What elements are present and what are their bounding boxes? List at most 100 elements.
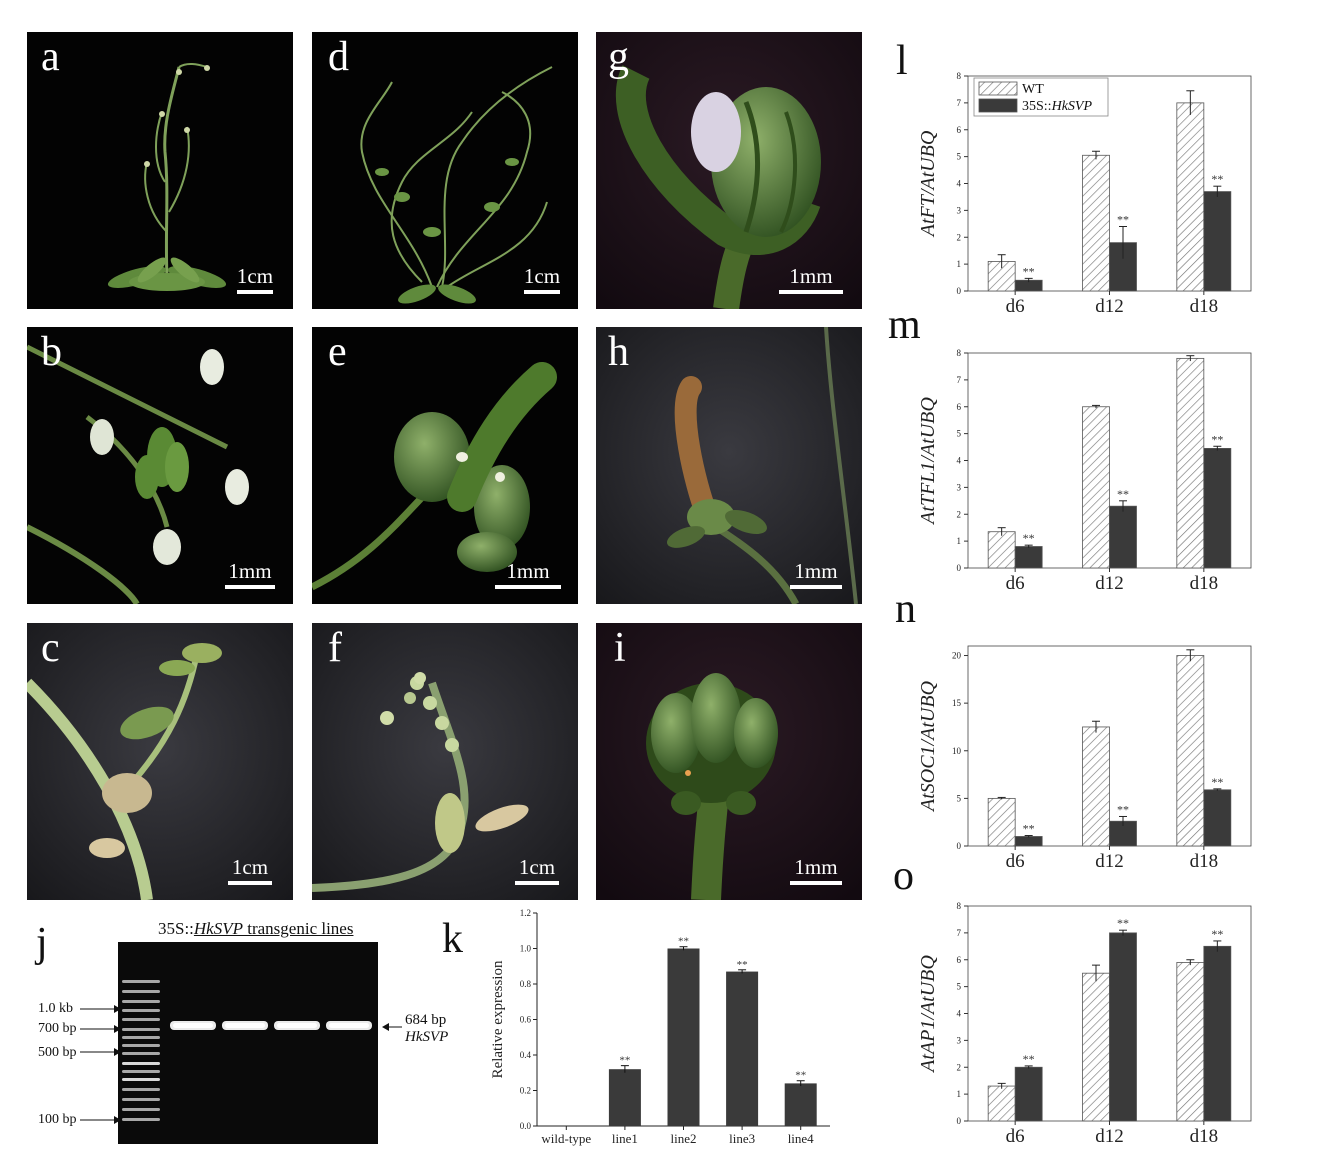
x-tick-label: d18 <box>1190 851 1219 872</box>
x-tick-label: d12 <box>1095 573 1124 594</box>
wt-bar-d12 <box>1083 727 1110 846</box>
photo-panel-e: e 1mm <box>312 327 578 604</box>
x-tick-label: d18 <box>1190 1126 1219 1147</box>
y-tick-label: 0 <box>957 286 962 296</box>
y-tick-label: 7 <box>957 98 962 108</box>
significance-mark: ** <box>619 1055 630 1067</box>
y-tick-label: 0.0 <box>520 1121 532 1131</box>
panel-label-e: e <box>328 331 347 373</box>
y-tick-label: 4 <box>957 1009 962 1019</box>
x-tick-label: d12 <box>1095 296 1124 317</box>
y-tick-label: 1 <box>957 536 962 546</box>
scale-text-c: 1cm <box>232 855 268 879</box>
band-size-label: 684 bp HkSVP <box>405 1012 448 1046</box>
bar-line4 <box>785 1083 817 1126</box>
ladder-band <box>122 980 160 983</box>
gel-image <box>118 942 378 1144</box>
y-tick-label: 2 <box>957 232 962 242</box>
wt-bar-d12 <box>1083 407 1110 568</box>
y-tick-label: 5 <box>957 793 962 803</box>
x-tick-label: wild-type <box>541 1131 591 1146</box>
x-tick-label: d6 <box>1006 1126 1025 1147</box>
y-tick-label: 5 <box>957 429 962 439</box>
scale-bar-f: 1cm <box>510 855 564 885</box>
wt-bar-d6 <box>988 1086 1015 1121</box>
scale-text-g: 1mm <box>789 264 832 288</box>
y-tick-label: 0.4 <box>520 1050 532 1060</box>
significance-mark: ** <box>795 1070 806 1082</box>
chart-o: 0 1 2 3 4 5 6 7 8 ** d6 ** d12 ** d18 AtAP1/AtUBQ <box>896 892 1316 1154</box>
chart-l-svg: 0 1 2 3 4 5 6 7 8**d6 **d12 **d18 AtFT/AtUBQ WT35S::… <box>896 60 1316 322</box>
significance-mark: ** <box>1117 487 1129 501</box>
y-axis-label: Relative expression <box>490 960 506 1078</box>
y-tick-label: 0 <box>957 841 962 851</box>
marker-label-100bp: 100 bp <box>38 1112 77 1128</box>
significance-mark: ** <box>1023 531 1035 545</box>
y-tick-label: 3 <box>957 205 962 215</box>
tg-bar-d18 <box>1204 946 1231 1121</box>
sample-band-core <box>173 1023 213 1028</box>
scale-text-d: 1cm <box>524 264 560 288</box>
scale-text-h: 1mm <box>794 559 837 583</box>
panel-label-n: n <box>895 588 916 630</box>
ladder-band <box>122 1070 160 1073</box>
panel-label-g: g <box>608 36 629 78</box>
y-tick-label: 4 <box>957 179 962 189</box>
marker-arrows <box>80 1000 122 1130</box>
photo-panel-a: a 1cm <box>27 32 293 309</box>
significance-mark: ** <box>1117 802 1129 816</box>
ladder-band <box>122 1028 160 1031</box>
ladder-band <box>122 1036 160 1039</box>
y-tick-label: 8 <box>957 348 962 358</box>
scale-text-b: 1mm <box>228 559 271 583</box>
y-tick-label: 5 <box>957 152 962 162</box>
y-tick-label: 2 <box>957 509 962 519</box>
wt-bar-d6 <box>988 798 1015 846</box>
y-tick-label: 0.6 <box>520 1015 532 1025</box>
tg-bar-d6 <box>1015 547 1042 569</box>
wt-bar-d12 <box>1083 973 1110 1121</box>
ladder-band <box>122 1018 160 1021</box>
bar-line2 <box>668 949 700 1127</box>
y-tick-label: 15 <box>952 698 962 708</box>
tg-bar-d18 <box>1204 448 1231 568</box>
panel-label-h: h <box>608 331 629 373</box>
ladder-band <box>122 990 160 993</box>
scale-text-i: 1mm <box>794 855 837 879</box>
y-axis-label: AtTFL1/AtUBQ <box>917 397 939 526</box>
y-tick-label: 3 <box>957 482 962 492</box>
significance-mark: ** <box>1211 432 1223 446</box>
y-tick-label: 8 <box>957 71 962 81</box>
panel-label-b: b <box>41 331 62 373</box>
x-tick-label: d12 <box>1095 851 1124 872</box>
wt-bar-d18 <box>1177 103 1204 291</box>
scale-bar-a: 1cm <box>230 264 280 294</box>
tg-bar-d6 <box>1015 1067 1042 1121</box>
sample-band-core <box>329 1023 369 1028</box>
y-tick-label: 0.2 <box>520 1086 531 1096</box>
chart-l: 0 1 2 3 4 5 6 7 8 ** d6 ** d12 ** d18 AtFT/AtUBQ WT 35S::… <box>896 60 1316 322</box>
y-tick-label: 7 <box>957 928 962 938</box>
x-tick-label: d6 <box>1006 573 1025 594</box>
legend-label-tg: 35S::HkSVP <box>1022 99 1092 114</box>
significance-mark: ** <box>1023 822 1035 836</box>
y-axis-label: AtFT/AtUBQ <box>917 130 939 238</box>
photo-panel-f: f 1cm <box>312 623 578 900</box>
y-tick-label: 3 <box>957 1035 962 1045</box>
panel-label-c: c <box>41 627 60 669</box>
y-tick-label: 7 <box>957 375 962 385</box>
photo-panel-i: i 1mm <box>596 623 862 900</box>
scale-bar-d: 1cm <box>517 264 567 294</box>
ladder-band <box>122 1009 160 1012</box>
photo-panel-b: b 1mm <box>27 327 293 604</box>
y-tick-label: 1.0 <box>520 944 532 954</box>
significance-mark: ** <box>1023 264 1035 278</box>
y-tick-label: 20 <box>952 651 962 661</box>
marker-label-1kb: 1.0 kb <box>38 1001 73 1017</box>
panel-label-o: o <box>893 855 914 897</box>
legend-swatch-tg <box>979 99 1017 112</box>
scale-bar-c: 1cm <box>225 855 275 885</box>
x-tick-label: d18 <box>1190 296 1219 317</box>
y-tick-label: 1.2 <box>520 908 531 918</box>
significance-mark: ** <box>1117 213 1129 227</box>
